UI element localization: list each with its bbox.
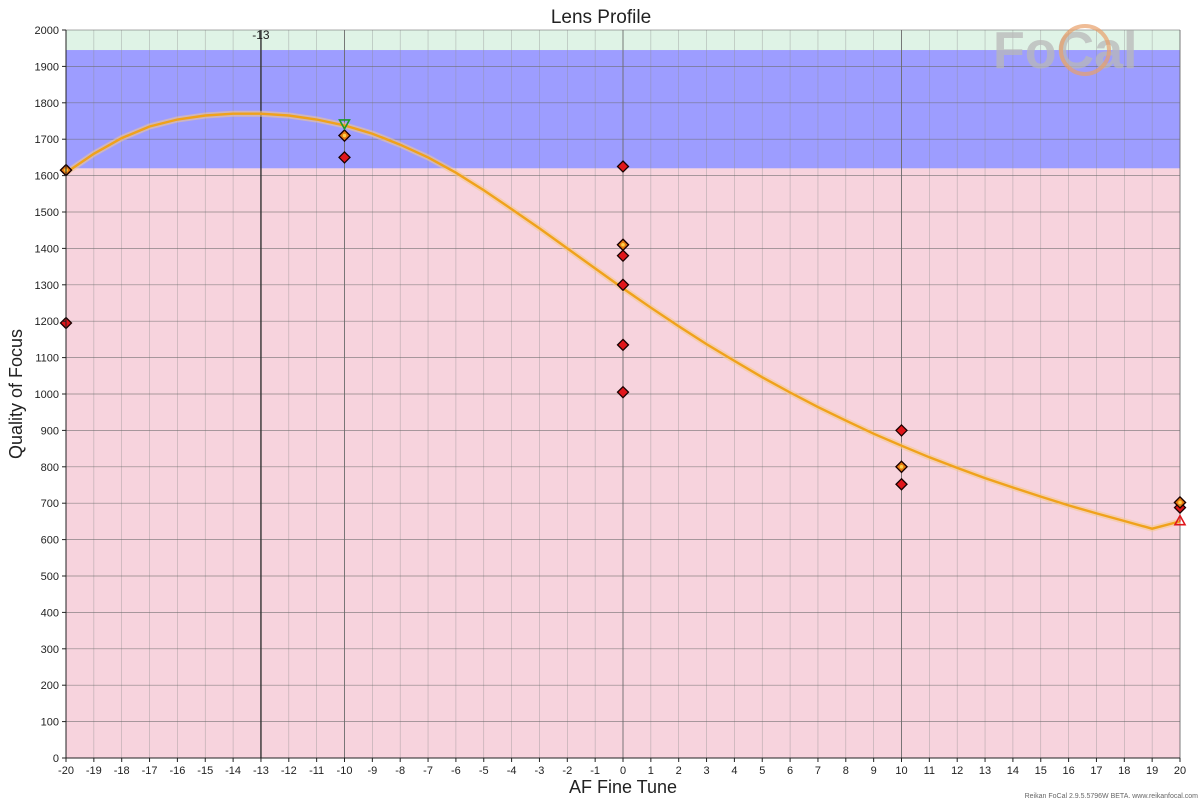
y-axis-title: Quality of Focus [6,329,26,459]
x-tick-label: -5 [479,765,489,777]
y-tick-label: 0 [53,753,59,765]
x-tick-label: 5 [759,765,765,777]
x-tick-label: -2 [562,765,572,777]
x-tick-label: -13 [253,765,269,777]
grid-lines [65,29,1181,759]
data-point-dot [342,133,347,138]
x-tick-label: -15 [197,765,213,777]
y-tick-label: 800 [41,462,59,474]
y-tick-label: 1600 [35,171,59,183]
x-tick-label: -14 [225,765,241,777]
x-tick-label: 6 [787,765,793,777]
data-point [338,150,351,164]
data-point [616,278,630,292]
x-tick-label: -19 [86,765,102,777]
x-tick-label: 11 [924,765,935,777]
x-tick-label: 20 [1174,765,1186,777]
y-tick-label: 500 [41,571,59,583]
y-tick-label: 1700 [35,134,59,146]
x-tick-label: -8 [395,765,405,777]
x-tick-label: 9 [871,765,877,777]
x-tick-label: 7 [815,765,821,777]
data-point [616,160,630,173]
data-point-dot [899,465,904,469]
x-tick-label: 0 [620,765,626,777]
x-tick-label: 8 [843,765,849,777]
x-tick-label: 16 [1062,765,1074,777]
data-point-dot [1178,500,1182,505]
y-tick-label: 1000 [35,389,59,401]
y-tick-label: 1100 [35,353,59,365]
x-tick-label: 13 [979,765,991,777]
x-axis-title: AF Fine Tune [569,777,677,797]
credit-text: Reikan FoCal 2.9.5.5796W BETA. www.reika… [1025,793,1199,800]
x-tick-label: -10 [337,765,353,777]
peak-triangle [338,119,351,131]
x-tick-label: -4 [507,765,517,777]
x-tick-label: -20 [58,765,74,777]
y-tick-label: 1300 [35,280,59,292]
y-tick-label: 600 [41,535,59,547]
y-tick-label: 1400 [35,243,59,255]
data-point [616,338,630,352]
chart-title: Lens Profile [551,7,651,28]
x-tick-label: -7 [423,765,433,777]
x-tick-label: 19 [1146,765,1158,777]
x-tick-label: -6 [451,765,461,777]
data-point [616,385,630,399]
peak-marker-line: -13 [252,28,270,758]
warning-triangle [1173,514,1187,526]
y-tick-label: 2000 [35,25,59,37]
x-tick-label: -17 [142,765,158,777]
x-tick-label: 4 [731,765,737,777]
y-tick-label: 1800 [35,98,59,110]
x-tick-label: -3 [535,765,545,777]
logo-ring [1059,24,1111,76]
x-tick-label: 17 [1090,765,1102,777]
focal-logo: FoCal [993,22,1137,80]
y-tick-label: 400 [41,607,59,619]
x-tick-label: 12 [951,765,963,777]
data-point [895,423,908,437]
y-tick-label: 700 [41,498,59,510]
data-points [59,119,1187,526]
y-tick-label: 1900 [35,61,59,73]
x-tick-label: -11 [309,765,324,777]
y-tick-label: 900 [41,425,59,437]
x-tick-label: 10 [895,765,907,777]
data-point-dot [621,242,625,247]
x-tick-label: -1 [590,765,600,777]
data-point [895,477,908,491]
y-tick-label: 300 [41,644,59,656]
x-tick-label: 14 [1007,765,1019,777]
axes: -20 -19 -18 -17 -16 -15 -14 -13 -12 -11 -10 -9 -8 -7-… [35,25,1187,777]
x-tick-label: 3 [703,765,709,777]
y-tick-label: 1500 [35,207,59,219]
x-tick-label: 1 [648,765,654,777]
x-tick-label: 18 [1118,765,1130,777]
peak-line-label: -13 [252,28,270,42]
data-point [616,249,630,263]
x-tick-label: 15 [1035,765,1047,777]
x-tick-label: 2 [676,765,682,777]
x-tick-label: -9 [367,765,377,777]
x-tick-label: -18 [114,765,130,777]
y-tick-label: 1200 [35,316,59,328]
y-tick-label: 200 [41,680,59,692]
x-tick-label: -12 [281,765,297,777]
logo-text: FoCal [993,22,1137,80]
x-tick-label: -16 [169,765,185,777]
y-tick-label: 100 [41,717,59,729]
